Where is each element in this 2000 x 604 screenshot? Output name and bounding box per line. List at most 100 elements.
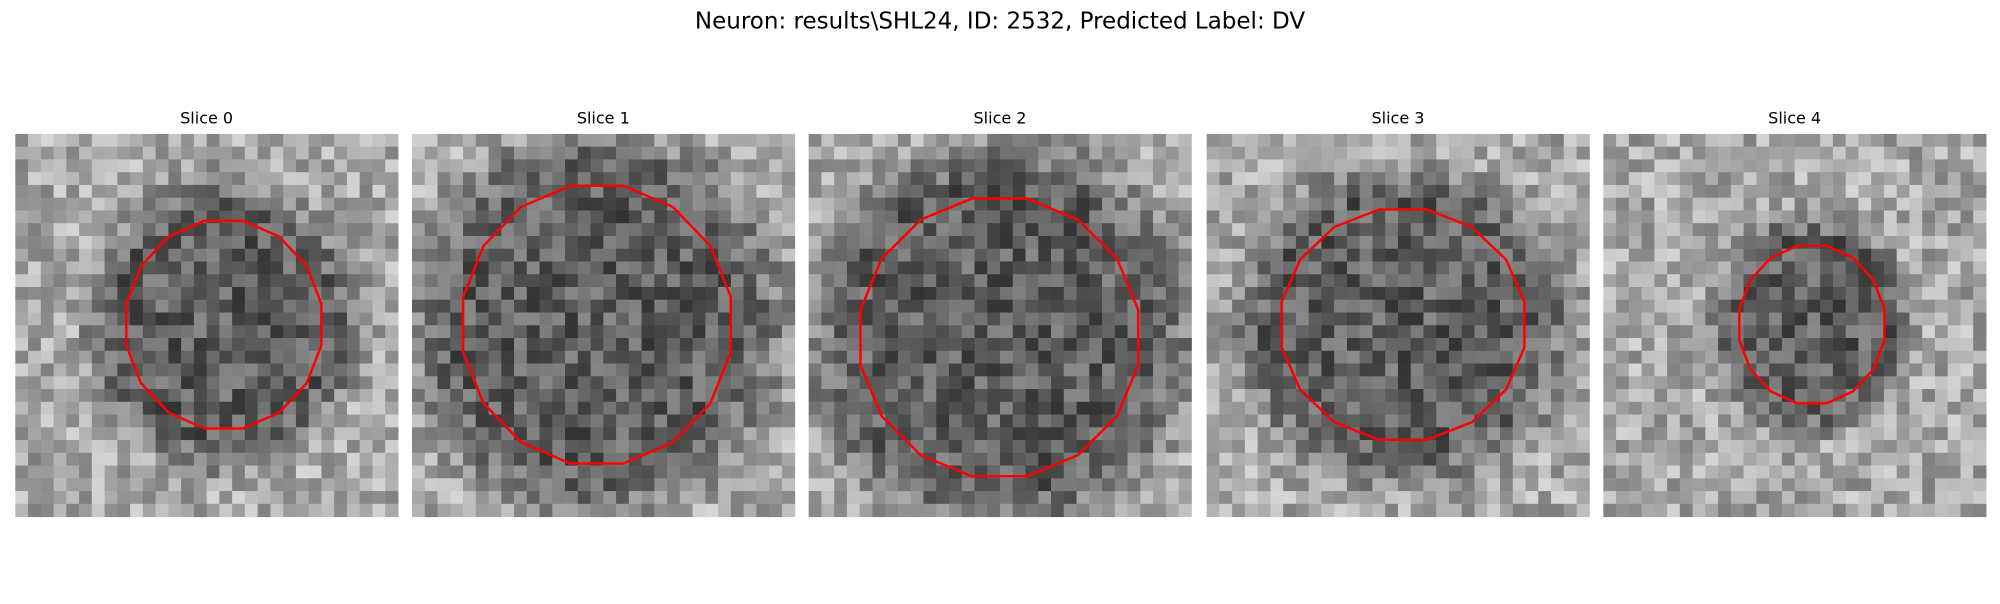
image-pixel <box>359 440 373 454</box>
image-pixel <box>1140 350 1154 365</box>
image-pixel <box>692 452 706 467</box>
image-pixel <box>1140 503 1154 518</box>
image-pixel <box>283 440 297 454</box>
image-pixel <box>1692 286 1706 301</box>
image-pixel <box>206 491 220 505</box>
image-pixel <box>244 172 259 186</box>
image-pixel <box>961 427 975 441</box>
image-pixel <box>1165 299 1180 313</box>
image-pixel <box>1896 338 1910 352</box>
image-pixel <box>244 478 259 492</box>
image-pixel <box>1153 376 1167 390</box>
image-pixel <box>424 286 438 301</box>
image-pixel <box>1628 286 1643 301</box>
image-pixel <box>1321 427 1335 441</box>
image-pixel <box>1576 389 1590 403</box>
image-pixel <box>1769 503 1783 518</box>
image-pixel <box>1076 235 1090 250</box>
image-pixel <box>1359 286 1373 301</box>
image-pixel <box>1334 503 1348 518</box>
image-pixel <box>872 299 886 313</box>
image-pixel <box>936 184 950 199</box>
image-pixel <box>590 146 604 160</box>
image-pixel <box>1628 503 1643 518</box>
image-pixel <box>1063 389 1078 403</box>
image-pixel <box>1512 184 1527 199</box>
image-pixel <box>372 299 386 313</box>
image-pixel <box>359 376 373 390</box>
image-pixel <box>1359 376 1373 390</box>
image-pixel <box>28 338 42 352</box>
image-pixel <box>1063 235 1078 250</box>
image-pixel <box>463 503 477 518</box>
image-pixel <box>1909 235 1923 250</box>
image-pixel <box>1063 376 1078 390</box>
image-pixel <box>1385 389 1399 403</box>
image-pixel <box>385 325 399 339</box>
image-pixel <box>1820 325 1834 339</box>
image-pixel <box>28 184 42 199</box>
image-pixel <box>808 338 822 352</box>
image-pixel <box>948 325 963 339</box>
image-pixel <box>372 389 386 403</box>
image-pixel <box>730 414 745 428</box>
image-pixel <box>283 478 297 492</box>
image-pixel <box>577 427 592 441</box>
image-pixel <box>1883 197 1898 211</box>
image-pixel <box>603 325 617 339</box>
image-pixel <box>193 363 208 377</box>
image-pixel <box>66 389 80 403</box>
image-pixel <box>936 414 950 428</box>
image-pixel <box>539 363 553 377</box>
image-pixel <box>1718 491 1732 505</box>
image-pixel <box>334 286 348 301</box>
image-pixel <box>692 363 706 377</box>
image-pixel <box>834 159 848 173</box>
image-pixel <box>1448 414 1463 428</box>
image-pixel <box>168 248 182 262</box>
image-pixel <box>1089 133 1103 148</box>
image-pixel <box>769 133 783 148</box>
image-pixel <box>1883 133 1898 148</box>
image-pixel <box>565 491 579 505</box>
image-pixel <box>1257 376 1271 390</box>
image-pixel <box>1283 235 1297 250</box>
image-pixel <box>1334 299 1348 313</box>
image-pixel <box>654 133 668 148</box>
image-pixel <box>283 210 297 224</box>
image-pixel <box>526 235 541 250</box>
image-pixel <box>514 312 528 326</box>
image-pixel <box>1474 491 1488 505</box>
image-pixel <box>1051 401 1065 416</box>
image-pixel <box>232 261 246 275</box>
image-pixel <box>1909 299 1923 313</box>
image-pixel <box>1794 389 1808 403</box>
image-pixel <box>450 389 464 403</box>
image-pixel <box>1051 338 1065 352</box>
image-pixel <box>66 223 80 237</box>
image-pixel <box>974 197 988 211</box>
image-pixel <box>463 197 477 211</box>
image-pixel <box>1576 159 1590 173</box>
image-pixel <box>53 363 67 377</box>
image-pixel <box>1794 491 1808 505</box>
image-pixel <box>808 312 822 326</box>
image-pixel <box>1807 452 1821 467</box>
image-pixel <box>756 197 770 211</box>
image-pixel <box>117 414 131 428</box>
image-pixel <box>1206 223 1220 237</box>
image-pixel <box>910 376 924 390</box>
image-pixel <box>1641 363 1655 377</box>
image-pixel <box>1321 350 1335 365</box>
image-pixel <box>1270 286 1284 301</box>
image-pixel <box>1909 440 1923 454</box>
image-pixel <box>1551 350 1565 365</box>
image-pixel <box>40 376 55 390</box>
image-pixel <box>730 223 745 237</box>
image-pixel <box>168 478 182 492</box>
image-pixel <box>424 350 438 365</box>
image-pixel <box>923 350 937 365</box>
image-pixel <box>1474 325 1488 339</box>
image-pixel <box>1000 503 1014 518</box>
image-pixel <box>1692 427 1706 441</box>
